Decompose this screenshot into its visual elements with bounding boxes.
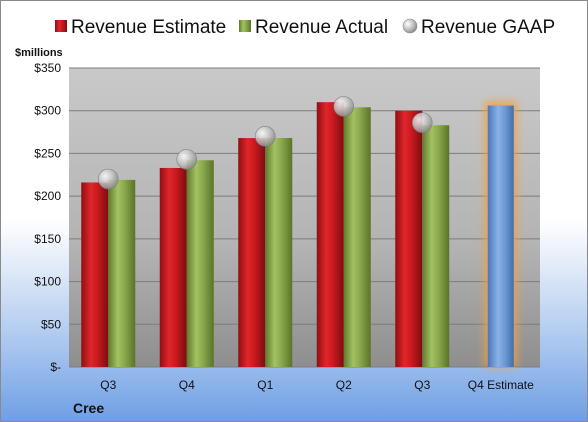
legend-swatch-gaap [402,18,418,34]
y-tick-label: $100 [34,275,61,289]
legend-swatch-estimate [55,20,67,32]
bar-revenue-actual [108,179,136,367]
x-category-label: Q2 [336,378,352,392]
gaap-marker [333,96,355,117]
bar-q4-estimate [487,105,514,368]
bar-revenue-estimate [238,138,266,367]
y-tick-label: $350 [34,61,61,75]
y-tick-label: $200 [34,189,61,203]
grid-lines [69,67,540,368]
y-tick-label: $50 [41,317,61,331]
bar-revenue-actual [186,160,214,367]
bar-revenue-actual [422,125,450,367]
x-category-label: Q1 [257,378,273,392]
y-tick-label: $300 [34,104,61,118]
legend-label-gaap: Revenue GAAP [421,17,555,38]
y-tick-label: $- [50,360,61,374]
x-category-label: Q3 [100,378,116,392]
bar-revenue-actual [265,138,293,367]
gaap-marker [176,149,198,170]
gaap-marker [97,168,119,190]
y-tick-label: $150 [34,232,61,246]
legend-label-estimate: Revenue Estimate [71,17,226,38]
y-axis: $- $50 $100 $150 $200 $250 $300 $350 [34,61,61,374]
bars [81,101,517,368]
plot-area [69,68,540,367]
gaap-marker [411,112,433,133]
bar-revenue-actual [343,107,371,367]
unit-label: $millions [15,47,63,59]
bar-revenue-estimate [81,182,109,367]
y-tick-label: $250 [34,146,61,160]
bar-revenue-estimate [395,110,423,367]
x-category-label: Q4 [179,378,195,392]
legend-label-actual: Revenue Actual [255,17,388,38]
bar-revenue-estimate [159,167,187,367]
bar-revenue-estimate [316,102,344,368]
company-name: Cree [73,400,104,416]
x-category-label: Q3 [414,378,430,392]
legend: Revenue Estimate Revenue Actual Revenue … [55,17,555,38]
x-category-label: Q4 Estimate [468,378,534,392]
gaap-markers [97,96,433,190]
legend-swatch-actual [239,20,251,32]
gaap-marker [254,126,276,147]
x-axis: Q3 Q4 Q1 Q2 Q3 Q4 Estimate [100,378,534,392]
